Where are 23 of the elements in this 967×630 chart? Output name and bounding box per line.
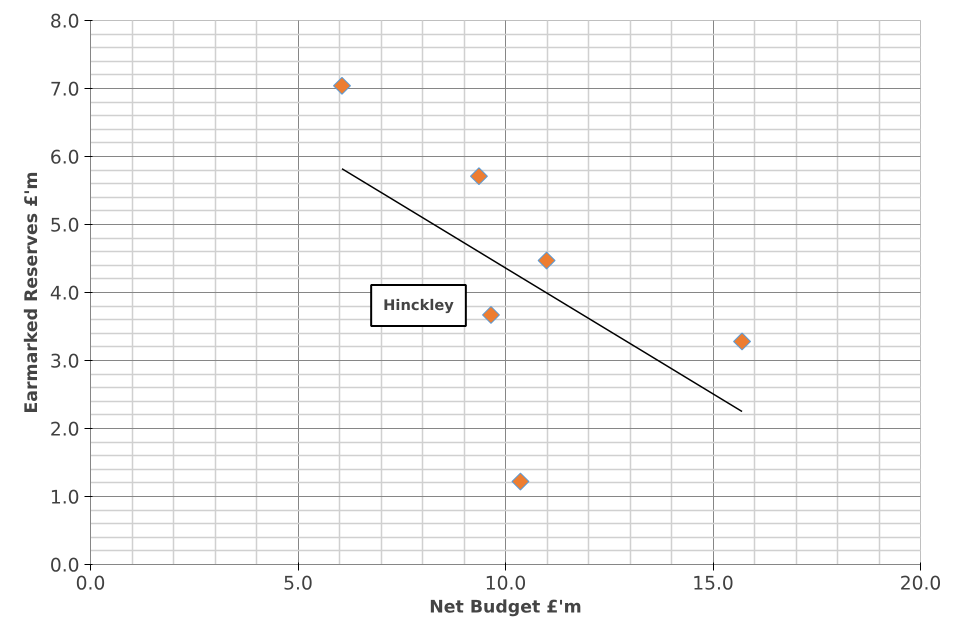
x-tick-label: 15.0 [692, 574, 734, 594]
y-tick-label: 2.0 [50, 420, 80, 440]
x-tick-label: 20.0 [900, 574, 942, 594]
point [470, 167, 488, 186]
point [733, 332, 752, 350]
y-tick-label: 8.0 [50, 12, 80, 32]
y-tick-label: 6.0 [50, 148, 80, 168]
x-tick-label: 10.0 [484, 574, 526, 594]
point [511, 472, 530, 491]
y-tick-label: 3.0 [50, 352, 80, 372]
y-tick-label: 7.0 [50, 80, 80, 100]
point [538, 252, 556, 270]
annotation: Hinckley [383, 297, 454, 314]
point [333, 76, 351, 95]
point [482, 306, 500, 324]
x-tick-label: 0.0 [76, 574, 106, 594]
x-tick-label: 5.0 [283, 574, 313, 594]
y-tick-label: 1.0 [50, 488, 80, 508]
y-tick-label: 0.0 [50, 556, 80, 576]
y-axis-title: Earmarked Reserves £'m [22, 171, 42, 414]
y-tick-label: 4.0 [50, 284, 80, 304]
x-axis-title: Net Budget £'m [429, 598, 582, 618]
y-tick-label: 5.0 [50, 216, 80, 236]
